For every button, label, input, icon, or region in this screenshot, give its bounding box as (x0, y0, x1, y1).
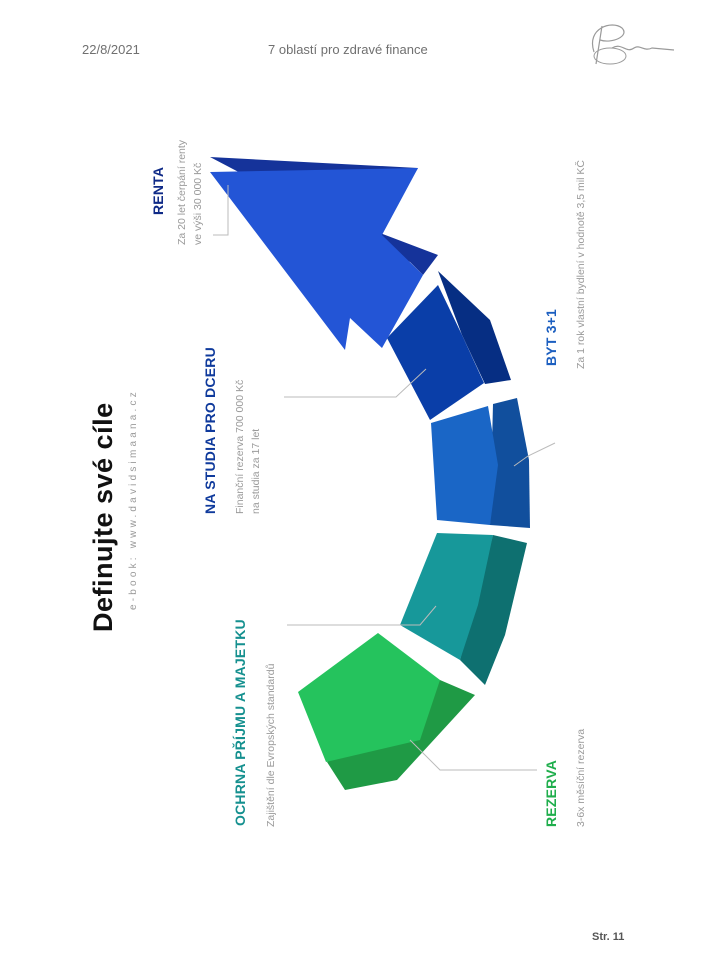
goal-desc-renta: Za 20 let čerpání renty ve výši 30 000 K… (176, 139, 204, 245)
goal-desc-studia: Finanční rezerva 700 000 Kč na studia za… (234, 379, 262, 514)
header-document-title: 7 oblastí pro zdravé finance (268, 42, 428, 57)
segment-rezerva-top (298, 633, 440, 762)
segment-studia-side (438, 271, 511, 384)
segment-byt-side (490, 398, 530, 528)
page-subtitle: e-book: www.davidsimaana.cz (128, 389, 139, 610)
connector-studia (284, 368, 427, 398)
goal-label-renta: RENTA (150, 166, 166, 215)
connector-byt (513, 442, 556, 467)
connector-ochrana (287, 605, 437, 626)
goal-label-rezerva: REZERVA (543, 759, 559, 827)
segment-ochrana-side (460, 535, 527, 685)
goal-label-studia: NA STUDIA PRO DCERU (202, 347, 218, 514)
segment-byt-top (431, 406, 498, 525)
segment-studia-top (387, 285, 484, 420)
signature-image (591, 24, 675, 65)
header-date: 22/8/2021 (82, 42, 140, 57)
connector-renta (213, 185, 229, 236)
page-title: Definujte své cíle (88, 402, 118, 632)
goal-desc-rezerva: 3-6x měsíční rezerva (575, 728, 587, 827)
goal-desc-ochrana: Zajištění dle Evropských standardů (265, 663, 277, 827)
arrow-renta-top (210, 168, 423, 350)
goal-desc-byt: Za 1 rok vlastní bydlení v hodnotě 3,5 m… (575, 160, 587, 369)
segment-ochrana-top (400, 533, 493, 660)
goal-label-byt: BYT 3+1 (543, 308, 559, 366)
connector-rezerva (409, 739, 537, 771)
page-number: Str. 11 (592, 931, 625, 943)
goal-label-ochrana: OCHRNA PŘÍJMU A MAJETKU (232, 619, 248, 826)
